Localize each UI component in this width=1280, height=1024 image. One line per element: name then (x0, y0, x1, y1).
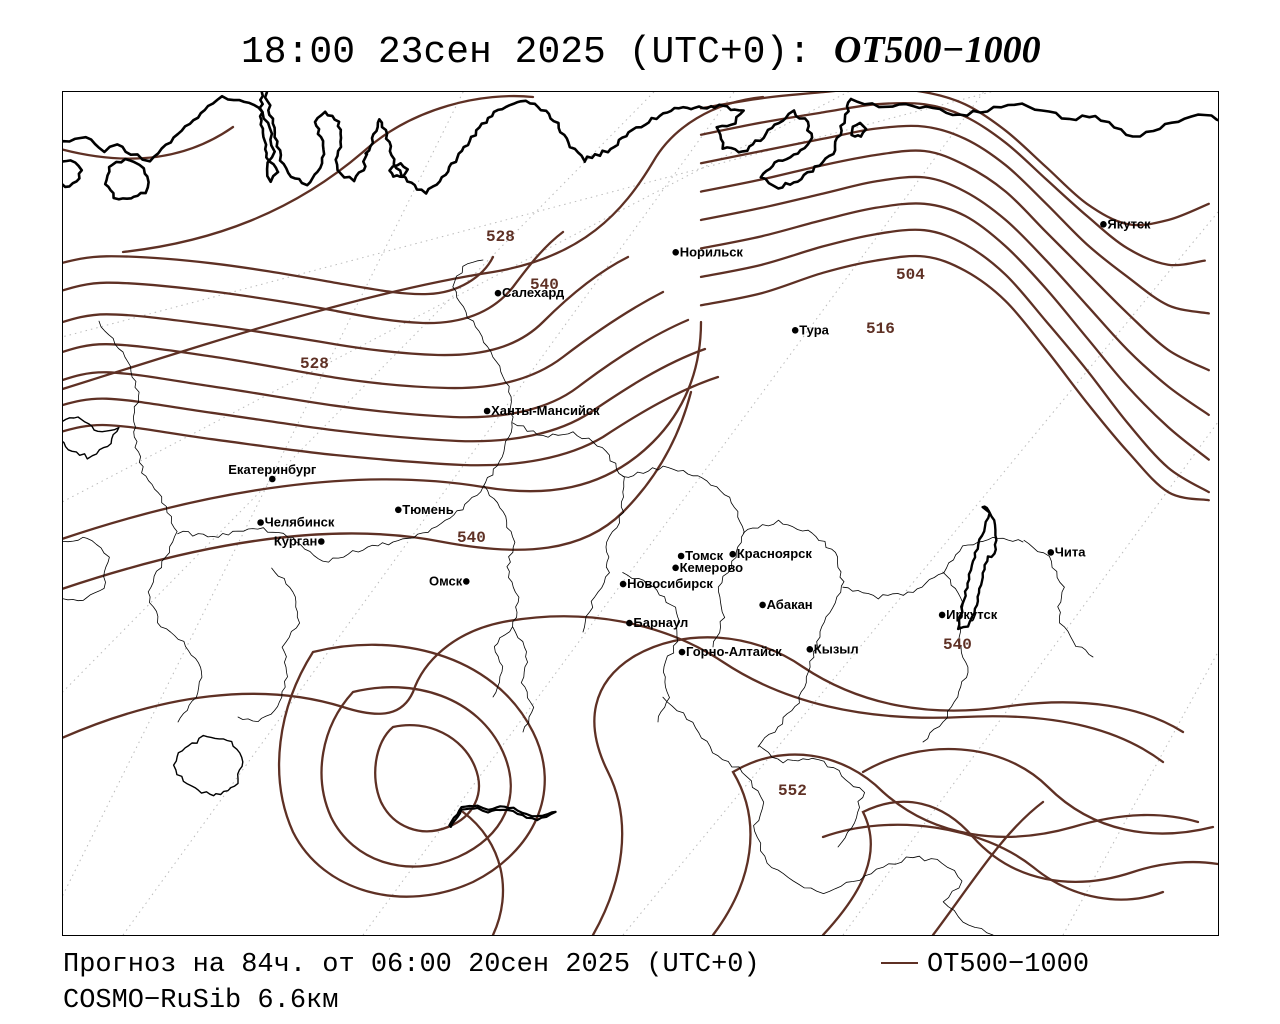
svg-text:Омск: Омск (429, 573, 463, 588)
svg-text:Курган: Курган (274, 534, 317, 549)
svg-text:528: 528 (300, 355, 329, 373)
svg-text:Кызыл: Кызыл (814, 641, 859, 656)
svg-text:Барнаул: Барнаул (633, 615, 688, 630)
svg-text:504: 504 (896, 266, 925, 284)
svg-text:Норильск: Норильск (680, 244, 744, 259)
svg-text:Чита: Чита (1055, 544, 1086, 559)
svg-text:Тюмень: Тюмень (402, 502, 453, 517)
svg-text:Кемерово: Кемерово (680, 560, 744, 575)
svg-text:540: 540 (457, 529, 486, 547)
svg-text:Екатеринбург: Екатеринбург (228, 462, 317, 477)
svg-text:540: 540 (530, 276, 559, 294)
svg-text:Абакан: Абакан (767, 597, 813, 612)
svg-text:Якутск: Якутск (1107, 216, 1151, 231)
svg-text:528: 528 (486, 228, 515, 246)
svg-text:Челябинск: Челябинск (265, 515, 335, 530)
svg-text:Тура: Тура (799, 322, 829, 337)
svg-text:Новосибирск: Новосибирск (627, 576, 713, 591)
svg-text:552: 552 (778, 782, 807, 800)
svg-text:516: 516 (866, 320, 895, 338)
svg-text:Красноярск: Красноярск (737, 546, 813, 561)
svg-text:Горно-Алтайск: Горно-Алтайск (686, 644, 782, 659)
svg-text:Ханты-Мансийск: Ханты-Мансийск (491, 403, 600, 418)
svg-text:540: 540 (943, 636, 972, 654)
